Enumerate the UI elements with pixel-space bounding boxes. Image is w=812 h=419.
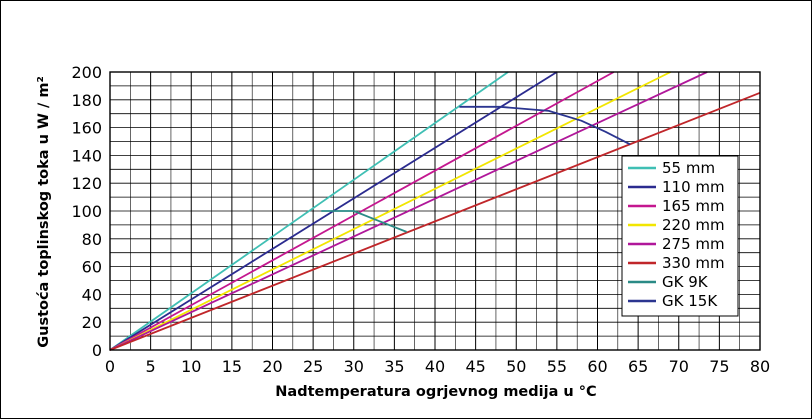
x-tick-label: 55: [547, 357, 567, 376]
legend-label: 275 mm: [662, 235, 725, 253]
y-tick-label: 120: [71, 174, 102, 193]
series-line-gk-15k: [459, 105, 631, 146]
series-lines: [109, 71, 761, 351]
legend-box: [621, 155, 739, 317]
series-line-220-mm: [109, 71, 671, 351]
x-tick-label: 10: [181, 357, 201, 376]
y-tick-label: 180: [71, 91, 102, 110]
series-line-330-mm: [109, 91, 761, 351]
y-tick-label: 100: [71, 202, 102, 221]
legend-label: 165 mm: [662, 197, 725, 215]
series-line-gk-9k: [321, 210, 407, 233]
x-tick-label: 40: [425, 357, 445, 376]
legend-label: 220 mm: [662, 216, 725, 234]
plot-area-border: [109, 71, 761, 351]
series-line-165-mm: [109, 71, 615, 351]
legend-label: 110 mm: [662, 178, 725, 196]
legend-label: GK 15K: [662, 292, 718, 310]
x-tick-label: 75: [709, 357, 729, 376]
x-tick-label: 65: [628, 357, 648, 376]
y-tick-label: 140: [71, 146, 102, 165]
x-tick-label: 25: [303, 357, 323, 376]
x-tick-label: 50: [506, 357, 526, 376]
x-tick-label: 80: [750, 357, 770, 376]
legend-label: GK 9K: [662, 273, 709, 291]
x-tick-label: 35: [384, 357, 404, 376]
y-tick-label: 160: [71, 119, 102, 138]
axes: [109, 71, 761, 351]
y-tick-label: 20: [82, 313, 102, 332]
x-tick-label: 60: [587, 357, 607, 376]
tick-labels: 0 5 10 15 20 25 30 35 40 45 50 55 60 65 70 75 80 0 20 40 60 8…: [71, 63, 770, 376]
x-tick-label: 30: [344, 357, 364, 376]
x-tick-label: 15: [222, 357, 242, 376]
x-tick-label: 0: [105, 357, 115, 376]
y-axis-title: Gustoća toplinskog toka u W / m²: [36, 76, 52, 348]
series-line-275-mm: [109, 71, 708, 351]
x-axis-title: Nadtemperatura ogrjevnog medija u °C: [275, 384, 596, 400]
x-tick-label: 70: [669, 357, 689, 376]
y-tick-label: 40: [82, 285, 102, 304]
x-tick-label: 5: [146, 357, 156, 376]
x-tick-label: 20: [262, 357, 282, 376]
y-tick-label: 0: [92, 341, 102, 360]
series-line-55-mm: [109, 71, 509, 351]
y-tick-label: 60: [82, 258, 102, 277]
y-tick-label: 80: [82, 230, 102, 249]
x-tick-label: 45: [465, 357, 485, 376]
legend-label: 330 mm: [662, 254, 725, 272]
y-tick-label: 200: [71, 63, 102, 82]
legend-label: 55 mm: [662, 159, 715, 177]
